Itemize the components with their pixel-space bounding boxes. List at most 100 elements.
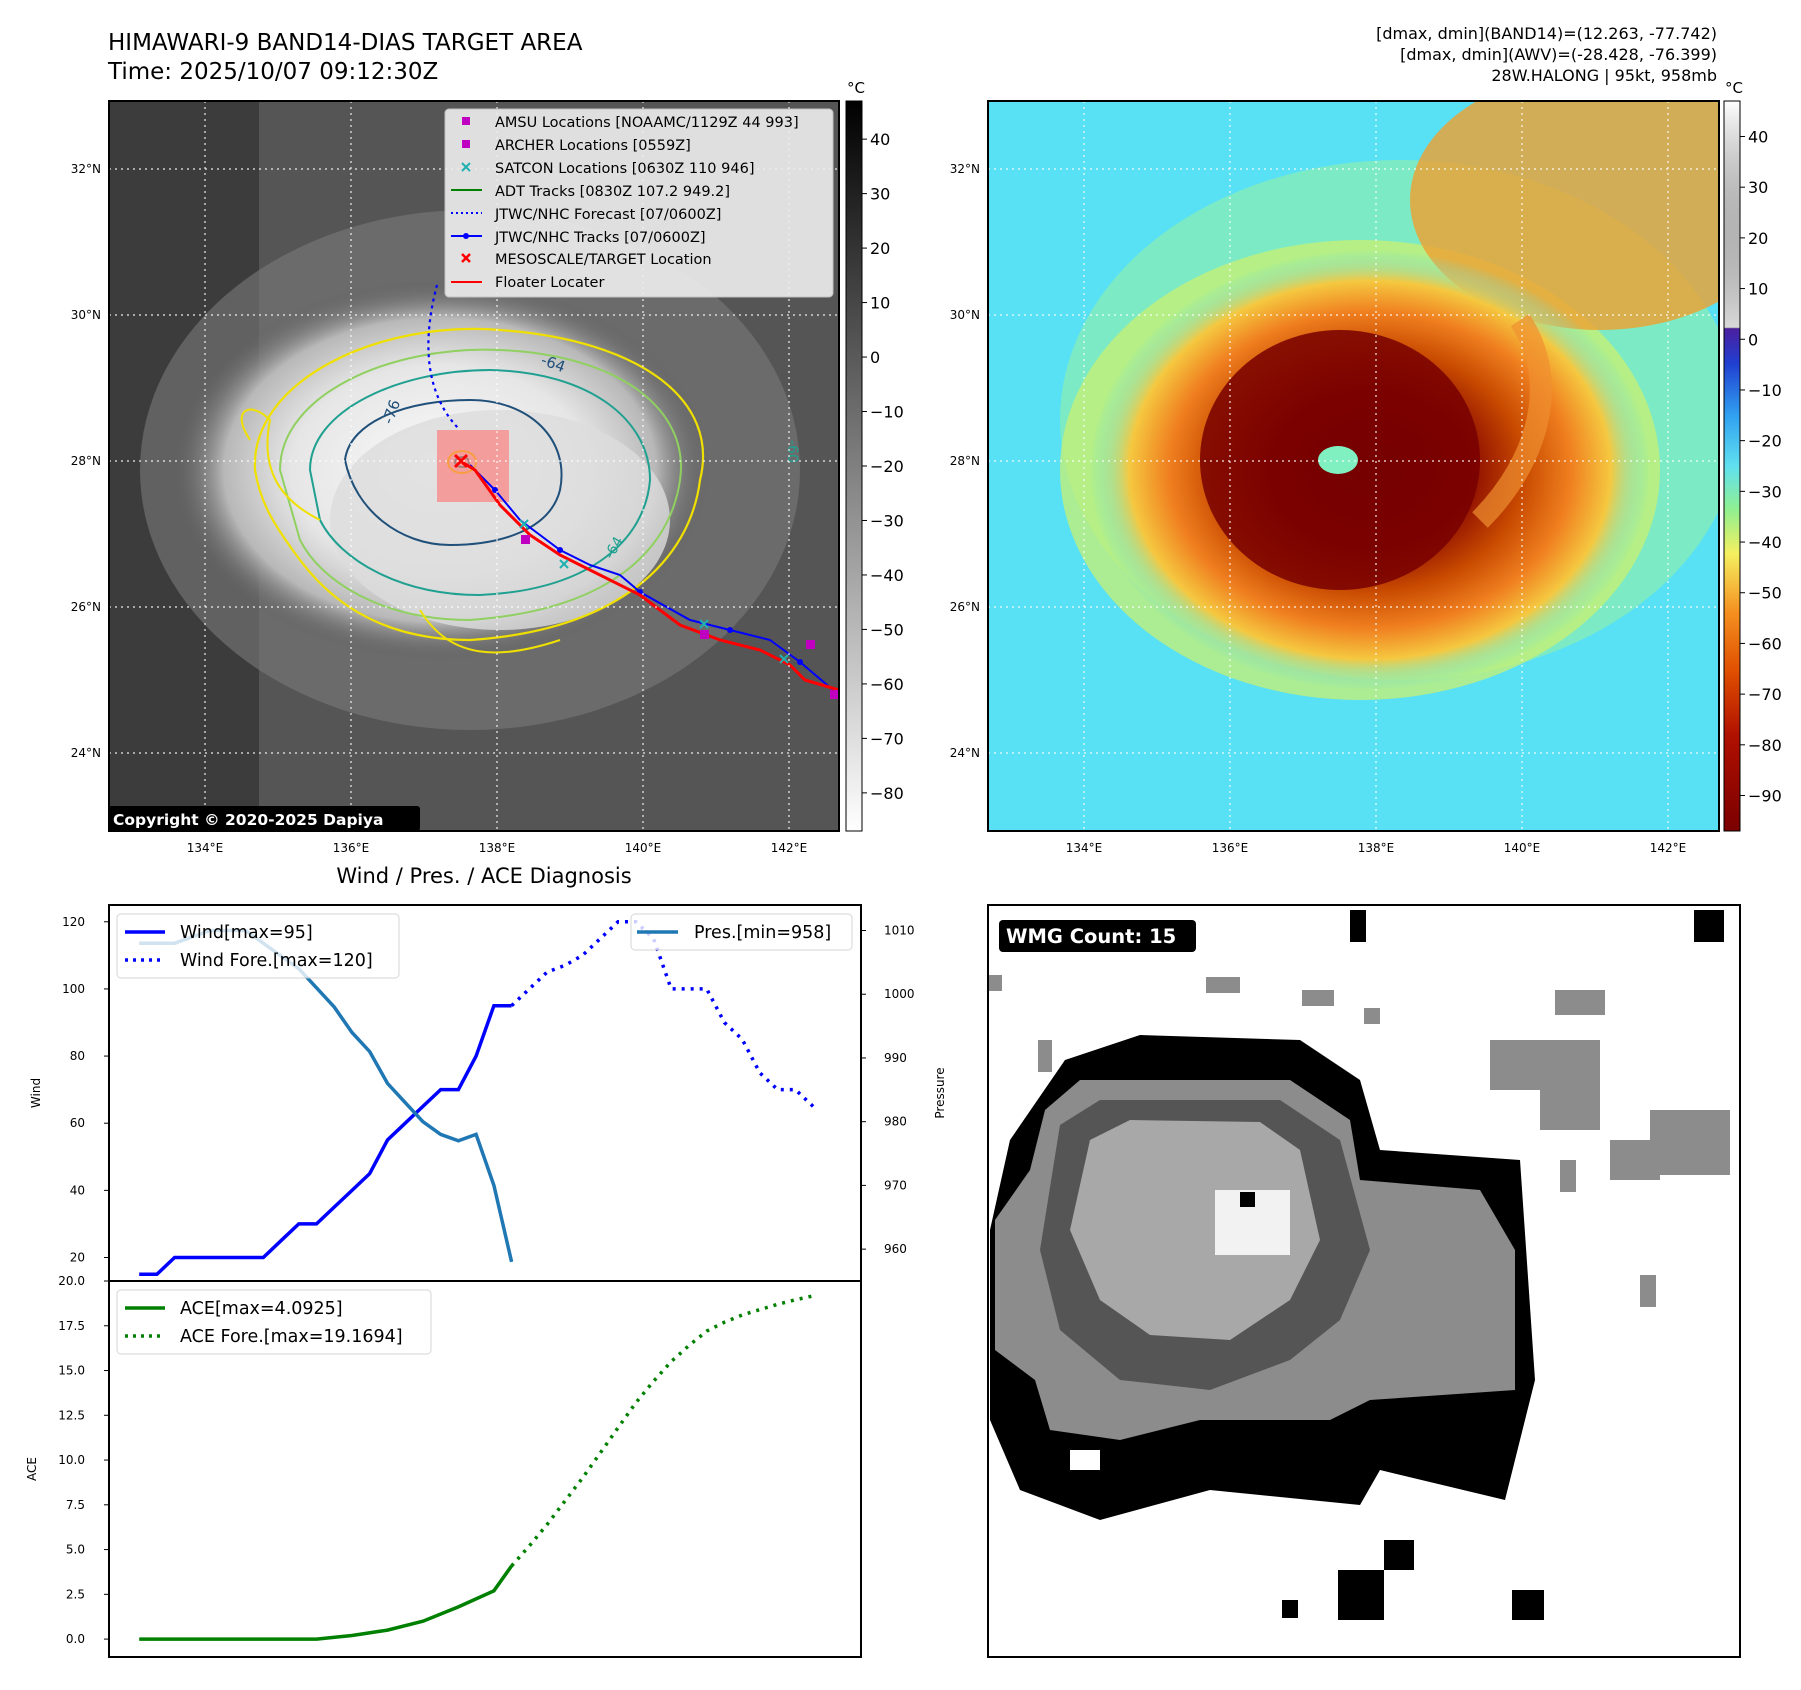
colorbar-color-tick-label: −30 xyxy=(1748,482,1782,501)
diagnosis-title: Wind / Pres. / ACE Diagnosis xyxy=(336,864,631,888)
colorbar-color-tick-label: 30 xyxy=(1748,178,1768,197)
pressure-tick-label: 1000 xyxy=(884,987,915,1001)
awv-lon-label-142: 142°E xyxy=(1650,841,1687,855)
floater-locater-track xyxy=(461,460,839,692)
ace-tick-label: 5.0 xyxy=(66,1543,85,1557)
ace-tick-label: 17.5 xyxy=(58,1319,85,1333)
wmg-pixel-image xyxy=(988,910,1730,1620)
wind-tick-label: 20 xyxy=(70,1251,85,1265)
colorbar-color-tick-label: 10 xyxy=(1748,280,1768,299)
ace-series xyxy=(139,1294,814,1641)
lat-label-28: 28°N xyxy=(71,454,101,468)
lon-label-136: 136°E xyxy=(333,841,370,855)
pressure-tick-label: 990 xyxy=(884,1051,907,1065)
storm-info: 28W.HALONG | 95kt, 958mb xyxy=(1491,66,1717,85)
colorbar-gray-tick-label: −70 xyxy=(870,729,904,748)
colorbar-gray-tick-label: 10 xyxy=(870,294,890,313)
colorbar-gray-tick-label: −30 xyxy=(870,511,904,530)
colorbar-color-tick-label: −20 xyxy=(1748,432,1782,451)
colorbar-gray-tick-label: 20 xyxy=(870,239,890,258)
colorbar-color-tick-label: −40 xyxy=(1748,533,1782,552)
colorbar-gray-tick-label: 30 xyxy=(870,185,890,204)
ir-map-panel: -64 -76 -64 -60 xyxy=(71,79,904,855)
lon-label-134: 134°E xyxy=(187,841,224,855)
wind-tick-label: 100 xyxy=(62,982,85,996)
legend-forecast: JTWC/NHC Forecast [07/0600Z] xyxy=(494,207,721,223)
contour-dark-blue xyxy=(343,398,563,547)
ace-fore-legend-label: ACE Fore.[max=19.1694] xyxy=(180,1327,403,1347)
ace-tick-label: 7.5 xyxy=(66,1498,85,1512)
jtwc-forecast-track xyxy=(427,284,461,431)
lat-label-26: 26°N xyxy=(71,600,101,614)
wind-legend xyxy=(116,913,400,979)
ace-tick-label: 20.0 xyxy=(58,1274,85,1288)
colorbar-color-tick-label: −10 xyxy=(1748,381,1782,400)
awv-lat-label-30: 30°N xyxy=(950,308,980,322)
figure-time: Time: 2025/10/07 09:12:30Z xyxy=(107,59,438,85)
ace-axis-label: ACE xyxy=(25,1457,39,1481)
awv-lon-label-136: 136°E xyxy=(1212,841,1249,855)
lat-label-32: 32°N xyxy=(71,162,101,176)
lon-label-140: 140°E xyxy=(625,841,662,855)
wind-line xyxy=(139,1003,512,1277)
awv-eye xyxy=(1318,446,1358,474)
amsu-archer-markers xyxy=(521,535,839,699)
lat-label-30: 30°N xyxy=(71,308,101,322)
ace-tick-label: 2.5 xyxy=(66,1587,85,1601)
colorbar-color-tick-label: −50 xyxy=(1748,584,1782,603)
awv-lat-label-32: 32°N xyxy=(950,162,980,176)
legend-satcon: SATCON Locations [0630Z 110 946] xyxy=(495,161,754,177)
colorbar-gray-tick-label: −50 xyxy=(870,620,904,639)
legend-icon-target xyxy=(461,253,471,263)
pressure-tick-label: 980 xyxy=(884,1115,907,1129)
pressure-legend-label: Pres.[min=958] xyxy=(694,923,831,943)
satcon-markers xyxy=(519,519,789,664)
colorbar-color-tick-label: 40 xyxy=(1748,127,1768,146)
ace-tick-label: 12.5 xyxy=(58,1408,85,1422)
wind-y-ticks: 20 40 60 80 100 120 xyxy=(62,915,109,1265)
ace-tick-label: 15.0 xyxy=(58,1364,85,1378)
awv-lon-label-140: 140°E xyxy=(1504,841,1541,855)
pressure-y-ticks: 960 970 980 990 1000 1010 xyxy=(861,923,915,1256)
wmg-count-badge xyxy=(999,920,1196,952)
legend-amsu: AMSU Locations [NOAAMC/1129Z 44 993] xyxy=(495,115,799,131)
target-marker xyxy=(453,453,469,469)
wind-tick-label: 120 xyxy=(62,915,85,929)
colorbar-gray xyxy=(845,100,863,832)
floater-box xyxy=(437,430,509,502)
colorbar-gray-tick-label: −60 xyxy=(870,675,904,694)
map-legend: AMSU Locations [NOAAMC/1129Z 44 993] ARC… xyxy=(444,108,834,298)
wmg-frame xyxy=(987,904,1741,1658)
colorbar-gray-tick-label: −80 xyxy=(870,784,904,803)
colorbar-color xyxy=(1723,100,1741,832)
pressure-axis-label: Pressure xyxy=(933,1067,947,1118)
legend-floater: Floater Locater xyxy=(495,275,604,291)
copyright-badge xyxy=(108,806,420,831)
awv-lat-label-24: 24°N xyxy=(950,746,980,760)
awv-lon-label-134: 134°E xyxy=(1066,841,1103,855)
colorbar-color-tick-label: −80 xyxy=(1748,736,1782,755)
wind-tick-label: 60 xyxy=(70,1116,85,1130)
ace-chart: ACE 0.0 2.5 5.0 7.5 10.0 12.5 15.0 17.5 20.0 ACE… xyxy=(25,1274,862,1658)
wind-tick-label: 80 xyxy=(70,1049,85,1063)
colorbar-color-tick-label: 0 xyxy=(1748,330,1758,349)
ace-tick-label: 0.0 xyxy=(66,1632,85,1646)
wind-axis-label: Wind xyxy=(29,1078,43,1108)
colorbar-color-ticks: 40 30 20 10 0 −10 −20 −30 −40 −50 −60 −70 −80 −90 xyxy=(1740,127,1782,806)
contour-teal xyxy=(308,368,652,597)
colorbar-color-unit: °C xyxy=(1725,79,1743,97)
legend-target: MESOSCALE/TARGET Location xyxy=(495,252,712,268)
colorbar-gray-tick-label: −20 xyxy=(870,457,904,476)
ace-legend xyxy=(116,1289,432,1355)
awv-lat-label-28: 28°N xyxy=(950,454,980,468)
wind-pressure-chart: Wind / Pres. / ACE Diagnosis Wind Pressu… xyxy=(29,864,947,1282)
awv-map-frame xyxy=(987,100,1720,832)
legend-icon-amsu xyxy=(462,117,470,125)
wind-legend-label: Wind[max=95] xyxy=(180,923,313,943)
colorbar-gray-tick-label: 40 xyxy=(870,130,890,149)
colorbar-gray-tick-label: −10 xyxy=(870,403,904,422)
lon-label-138: 138°E xyxy=(479,841,516,855)
figure-title: HIMAWARI-9 BAND14-DIAS TARGET AREA xyxy=(108,30,583,56)
awv-lon-label-138: 138°E xyxy=(1358,841,1395,855)
